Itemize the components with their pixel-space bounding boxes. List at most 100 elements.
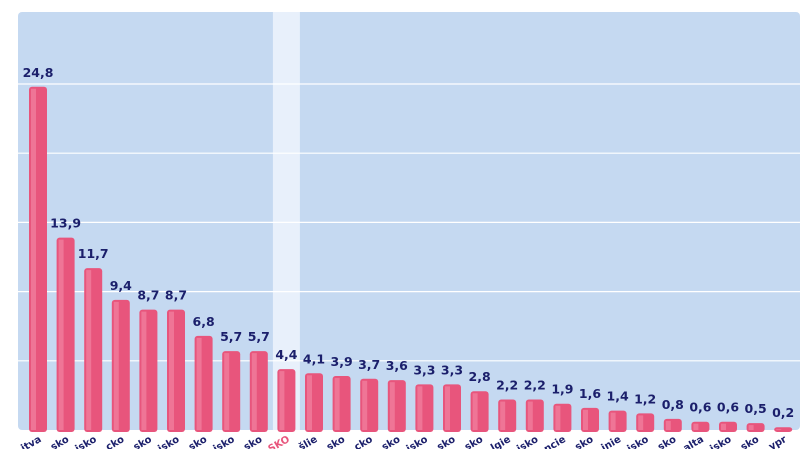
value-label: 2,2 [524, 378, 546, 393]
x-tick-label: sko [463, 434, 485, 449]
value-label: 13,9 [50, 216, 81, 231]
x-tick-label: lgie [489, 434, 513, 449]
x-tick-label: isko [156, 434, 181, 449]
bar [139, 309, 158, 432]
value-label: 4,1 [303, 351, 325, 366]
x-tick-label: ncie [542, 434, 568, 449]
bar-shine [31, 88, 36, 430]
bar-shine [610, 412, 616, 430]
bar-shine [638, 415, 644, 430]
plot-background-layer [18, 12, 800, 430]
x-tick-label: sko [325, 434, 347, 449]
bar-shine [279, 371, 285, 430]
bar [305, 373, 323, 432]
bar [608, 410, 627, 432]
bar-shine [334, 378, 340, 430]
x-tick-label: isko [515, 434, 540, 449]
value-label: 4,4 [275, 347, 297, 362]
bar-shine [472, 393, 478, 430]
bar [167, 309, 185, 432]
bar-shine [141, 311, 147, 430]
value-label: 3,6 [386, 358, 408, 373]
x-tick-label: SKO [266, 434, 291, 449]
x-tick-label: isko [405, 434, 430, 449]
value-labels: 24,8 13,9 11,7 9,4 8,7 8,7 6,8 5,7 5,7 4,4 4,1 3,9 3… [23, 65, 795, 420]
plot-background [18, 12, 800, 430]
x-tick-label: isko [212, 434, 237, 449]
value-label: 1,4 [607, 389, 629, 404]
bar-shine [58, 239, 64, 430]
value-label: 0,8 [662, 397, 684, 412]
bar [746, 423, 765, 432]
highlight-band [272, 12, 300, 430]
bar-shine [113, 301, 119, 430]
bar [56, 237, 75, 432]
bar [360, 378, 379, 432]
value-label: 8,7 [165, 288, 187, 303]
value-label: 0,2 [772, 405, 794, 420]
bar-shine [693, 423, 699, 430]
bar-shine [527, 401, 533, 430]
x-tick-label: isko [74, 434, 99, 449]
x-tick-label: sko [573, 434, 595, 449]
value-label: 1,6 [579, 386, 601, 401]
value-label: 2,2 [496, 378, 518, 393]
x-tick-label: sko [656, 434, 678, 449]
x-tick-label: sko [435, 434, 457, 449]
bar [470, 391, 489, 432]
x-tick-label: sko [49, 434, 71, 449]
bar-shine [86, 270, 92, 430]
bar-shine [748, 425, 754, 430]
bar [222, 351, 241, 432]
bar-shine [445, 386, 450, 430]
value-label: 5,7 [220, 329, 242, 344]
bar-shine [583, 409, 588, 430]
x-tick-label: itva [19, 434, 43, 449]
bar-shine [307, 375, 312, 430]
x-tick-label: alta [682, 434, 706, 449]
x-tick-label: sko [187, 434, 209, 449]
bar-shine [555, 405, 561, 430]
x-tick-label: cko [104, 434, 126, 449]
bar [249, 351, 268, 432]
value-label: 1,9 [551, 382, 573, 397]
bar-shine [251, 353, 257, 430]
bar [111, 299, 130, 432]
bars [29, 86, 793, 432]
x-tick-label: ypr [767, 434, 789, 449]
bar-body [774, 427, 793, 432]
bar [691, 421, 710, 432]
bar-shine [500, 401, 506, 430]
bar [581, 407, 599, 432]
bar-shine [776, 429, 782, 430]
value-label: 0,5 [745, 401, 767, 416]
bar [498, 399, 517, 432]
x-tick-label: inie [600, 434, 624, 449]
x-tick-label: isko [626, 434, 651, 449]
bar [29, 86, 47, 432]
value-label: 3,3 [413, 362, 435, 377]
gridlines [18, 83, 800, 362]
bar [277, 369, 296, 432]
bar [774, 427, 793, 432]
bar-shine [417, 386, 423, 430]
value-label: 8,7 [137, 288, 159, 303]
bar [387, 380, 406, 432]
value-label: 9,4 [110, 278, 132, 293]
value-label: 1,2 [634, 391, 656, 406]
bar [443, 384, 461, 432]
value-label: 2,8 [469, 369, 491, 384]
bar-shine [721, 423, 726, 430]
value-label: 0,6 [689, 400, 711, 415]
value-label: 3,9 [331, 354, 353, 369]
x-tick-label: isko [708, 434, 733, 449]
value-label: 0,6 [717, 400, 739, 415]
bar [415, 384, 434, 432]
bar [719, 421, 737, 432]
bar [636, 413, 655, 432]
bar [663, 418, 682, 432]
bar-shine [665, 420, 671, 430]
x-tick-label: cko [353, 434, 375, 449]
